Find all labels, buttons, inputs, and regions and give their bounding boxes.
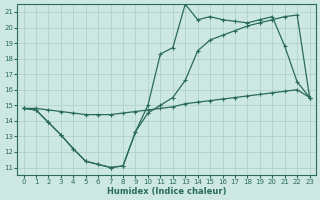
X-axis label: Humidex (Indice chaleur): Humidex (Indice chaleur)	[107, 187, 226, 196]
